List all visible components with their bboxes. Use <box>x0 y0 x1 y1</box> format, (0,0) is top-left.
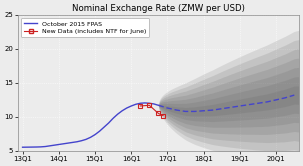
Title: Nominal Exchange Rate (ZMW per USD): Nominal Exchange Rate (ZMW per USD) <box>72 4 245 13</box>
Legend: October 2015 FPAS, New Data (includes NTF for June): October 2015 FPAS, New Data (includes NT… <box>21 18 149 37</box>
